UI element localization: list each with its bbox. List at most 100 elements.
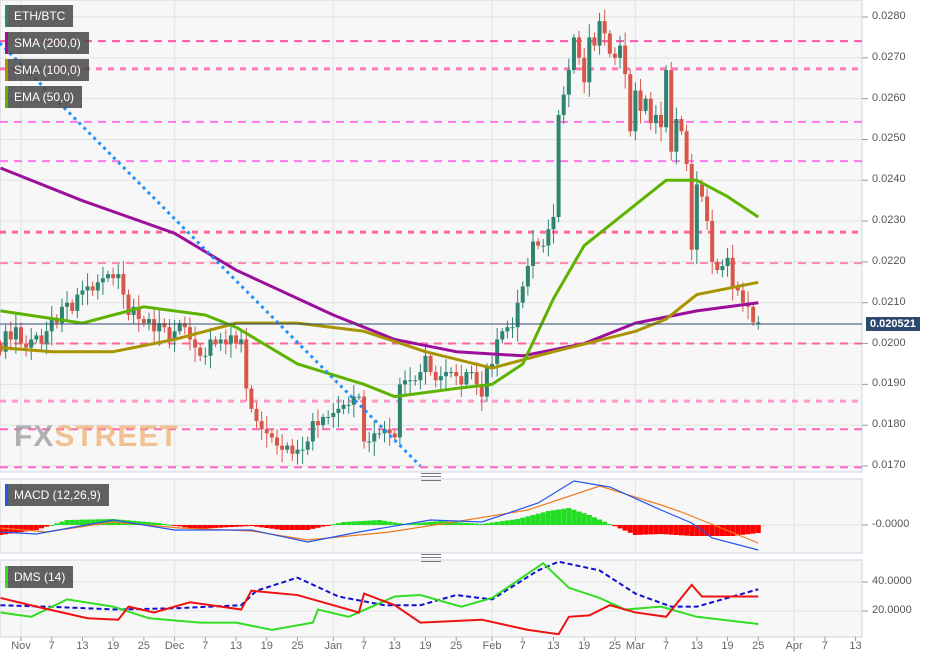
candle-body (326, 417, 331, 419)
candle-body (403, 380, 407, 385)
candle-body (116, 274, 121, 279)
macd-histogram-bar (627, 525, 633, 533)
candle-body (315, 421, 320, 426)
candle-body (556, 114, 561, 218)
candle-body (643, 98, 648, 111)
macd-histogram-bar (607, 524, 613, 525)
legend-color-bar (5, 5, 8, 27)
candle-body (474, 372, 479, 385)
candle-body (505, 327, 510, 332)
candle-body (95, 282, 100, 291)
macd-histogram-bar (207, 525, 213, 529)
macd-histogram-bar (64, 520, 70, 525)
legend-sma100[interactable]: SMA (100,0) (5, 59, 89, 81)
macd-histogram-bar (223, 525, 229, 528)
legend-ethbtc[interactable]: ETH/BTC (5, 5, 74, 27)
candle-body (577, 37, 582, 58)
candle-body (618, 45, 623, 58)
macd-signal-line (0, 485, 759, 544)
macd-histogram-bar (586, 515, 592, 525)
legend-sma200[interactable]: SMA (200,0) (5, 32, 89, 54)
candle-body (428, 355, 433, 373)
macd-histogram-bar (643, 525, 649, 535)
candle-body (408, 380, 413, 382)
macd-histogram-bar (146, 522, 152, 525)
x-tick-label: Feb (482, 640, 502, 652)
legend-label: DMS (14) (14, 570, 66, 584)
y-tick-label: 0.0210 (872, 295, 906, 308)
candle-body (531, 241, 535, 266)
x-tick-label: 25 (450, 640, 463, 652)
candle-body (336, 408, 341, 413)
x-tick-label: 19 (721, 640, 734, 652)
macd-histogram-bar (85, 519, 91, 525)
macd-histogram-bar (330, 524, 336, 526)
current-price-tag: 0.020521 (866, 317, 920, 331)
y-tick-label: 0.0190 (872, 377, 906, 390)
candle-body (638, 90, 643, 111)
macd-histogram-bar (540, 512, 546, 525)
candle-body (551, 217, 556, 230)
candle-body (582, 57, 587, 83)
macd-histogram-bar (310, 525, 316, 529)
panel-resize-handle-dms[interactable] (421, 554, 441, 562)
y-tick-label: 0.0260 (872, 91, 906, 104)
legend-dms[interactable]: DMS (14) (5, 566, 74, 588)
candle-body (490, 363, 495, 369)
macd-panel[interactable] (0, 478, 863, 554)
macd-histogram-bar (617, 525, 623, 529)
candle-body (397, 384, 402, 438)
legend-ema50[interactable]: EMA (50,0) (5, 86, 83, 108)
macd-histogram-bar (315, 525, 321, 528)
candle-body (756, 322, 761, 324)
y-tick-label: 0.0250 (872, 132, 906, 145)
candle-body (106, 274, 111, 279)
macd-histogram-bar (346, 521, 352, 525)
trendline[interactable] (0, 23, 422, 468)
y-tick-label: 0.0240 (872, 173, 906, 186)
candle-body (49, 319, 54, 332)
blue-trendline (0, 41, 422, 468)
candle-body (740, 290, 745, 303)
x-tick-label: Mar (625, 640, 645, 652)
macd-histogram-bar (238, 525, 244, 527)
macd-histogram-bar (161, 523, 167, 525)
macd-histogram-bar (192, 525, 198, 529)
candle-body (228, 335, 233, 344)
candle-body (121, 274, 126, 295)
x-tick-label: 25 (608, 640, 622, 652)
x-tick-label: Dec (164, 640, 185, 652)
macd-histogram-bar (494, 521, 500, 525)
x-tick-label: 7 (821, 640, 828, 652)
candle-body (218, 339, 223, 344)
macd-histogram-bar (689, 525, 695, 536)
macd-histogram-bar (515, 519, 521, 525)
price-panel[interactable] (0, 0, 863, 473)
candle-body (566, 70, 571, 95)
y-tick-label: -0.0000 (872, 518, 910, 530)
macd-histogram-bar (382, 520, 388, 525)
legend-macd[interactable]: MACD (12,26,9) (5, 484, 109, 506)
legend-color-bar (5, 566, 8, 588)
candle-body (152, 319, 157, 332)
panel-resize-handle-macd[interactable] (421, 473, 441, 481)
macd-histogram-bar (356, 521, 362, 525)
macd-histogram-bar (305, 525, 311, 530)
watermark-fx: FX (14, 420, 55, 453)
candle-body (13, 327, 18, 340)
x-tick-label: 7 (360, 640, 368, 652)
candle-body (377, 433, 382, 435)
macd-histogram-bar (658, 525, 664, 534)
candle-body (710, 221, 715, 262)
macd-histogram-bar (453, 522, 459, 525)
candle-body (720, 265, 725, 271)
candles (0, 9, 761, 465)
candle-body (147, 319, 151, 324)
macd-histogram-bar (259, 525, 265, 528)
candle-body (536, 241, 541, 246)
candle-body (699, 184, 704, 197)
candle-body (234, 335, 239, 344)
sma200-line (0, 166, 759, 358)
candle-body (321, 417, 326, 426)
